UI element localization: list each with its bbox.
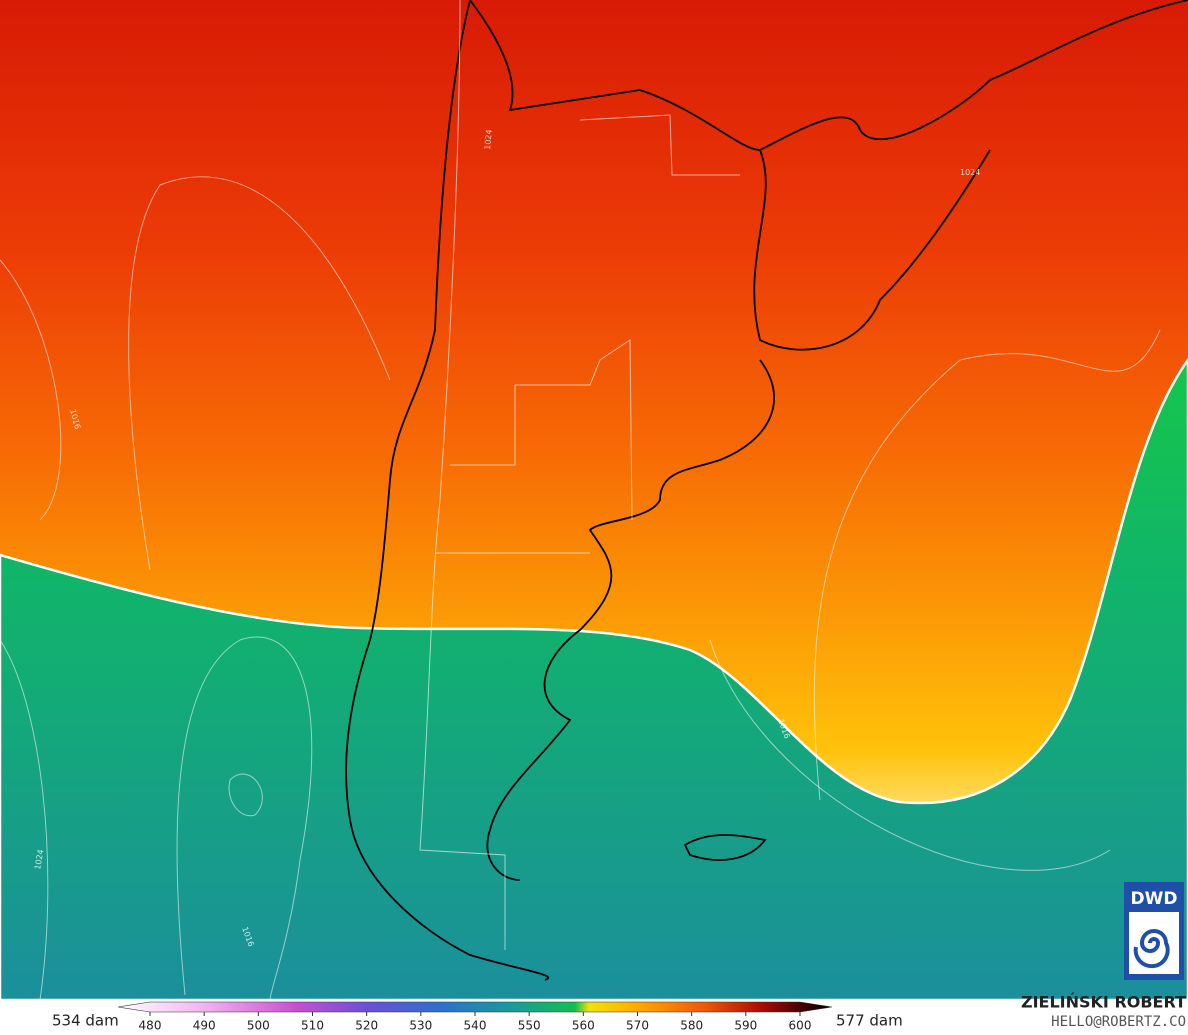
colorbar-tick-label: 600: [789, 1019, 812, 1033]
colorbar-tick-label: 570: [626, 1019, 649, 1033]
colorbar-tick-label: 550: [518, 1019, 541, 1033]
credit-email: HELLO@ROBERTZ.CO: [1051, 1014, 1186, 1030]
cool-field: [0, 357, 1188, 1002]
colorbar-tick-label: 560: [572, 1019, 595, 1033]
logo-inner: [1129, 912, 1179, 974]
colorbar-tick-label: 490: [193, 1019, 216, 1033]
colorbar-tick-label: 590: [734, 1019, 757, 1033]
isobars: [0, 176, 1161, 1001]
logo-text: DWD: [1131, 889, 1178, 909]
colorbar-tick-label: 510: [301, 1019, 324, 1033]
logo-swirl: [1133, 929, 1170, 969]
colorbar-tick-label: 480: [139, 1019, 162, 1033]
contour-label: 1024: [960, 168, 980, 177]
dwd-logo: DWD: [1124, 882, 1184, 980]
colorbar-tick-label: 580: [680, 1019, 703, 1033]
coastline: [345, 0, 1188, 981]
colorbar-tick-label: 540: [464, 1019, 487, 1033]
contour-label: 1024: [33, 849, 45, 871]
credit-name: ZIELIŃSKI ROBERT: [1021, 993, 1186, 1012]
colorbar-tick-label: 520: [355, 1019, 378, 1033]
colorbar-tick-label: 500: [247, 1019, 270, 1033]
colorbar-tick-label: 530: [409, 1019, 432, 1033]
contour-label: 1024: [483, 129, 494, 150]
colorbar: [117, 1001, 833, 1013]
max-label: 577 dam: [836, 1012, 903, 1030]
borders: [419, 0, 740, 950]
min-label: 534 dam: [52, 1012, 119, 1030]
